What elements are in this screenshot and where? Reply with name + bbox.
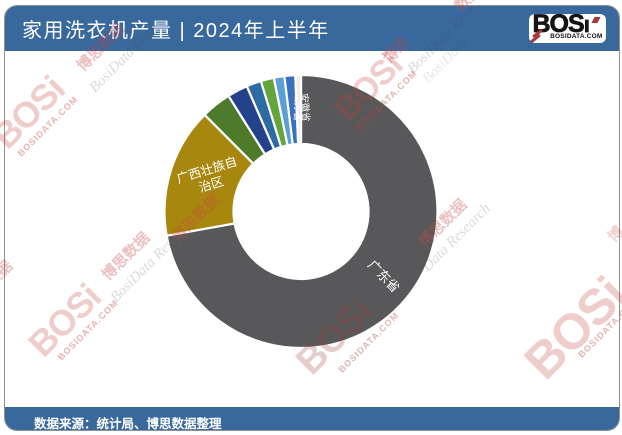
svg-text:治区: 治区	[197, 174, 225, 195]
svg-text:数据: 数据	[0, 257, 16, 291]
svg-text:江苏省: 江苏省	[291, 93, 304, 122]
svg-text:安徽省: 安徽省	[298, 93, 312, 122]
svg-text:博: 博	[604, 222, 622, 245]
